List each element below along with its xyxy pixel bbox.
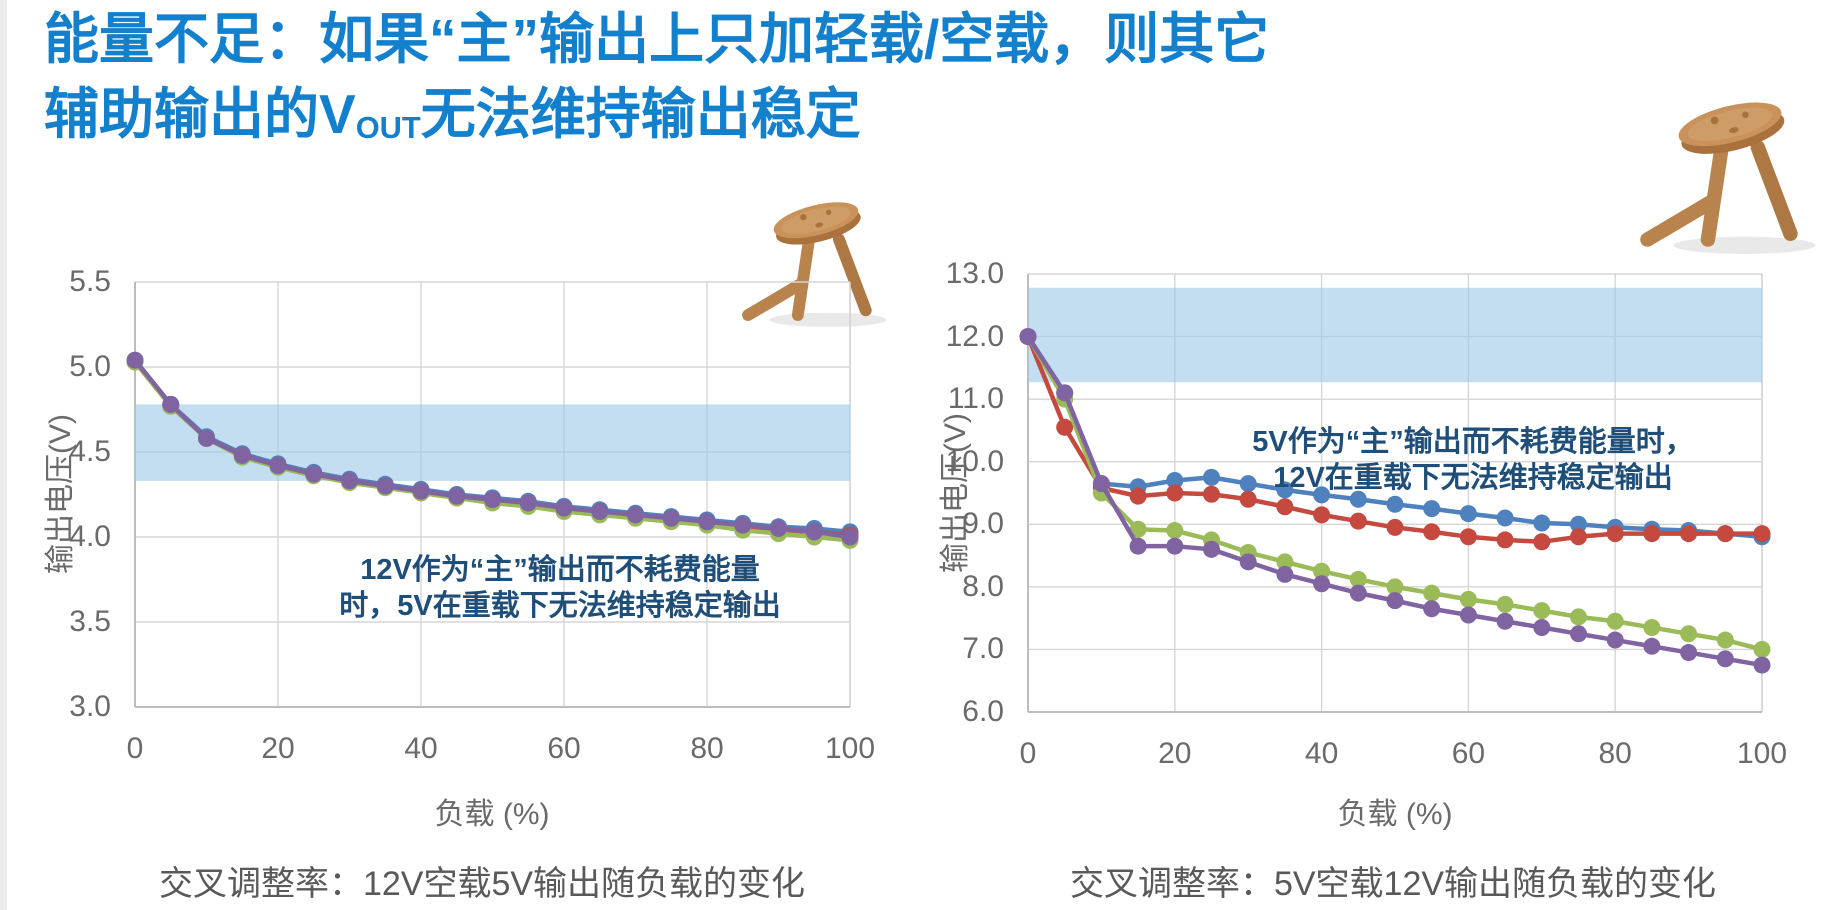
y-tick-label: 7.0 bbox=[962, 632, 1004, 666]
x-axis-title: 负载 (%) bbox=[434, 798, 550, 831]
x-tick-label: 40 bbox=[404, 732, 438, 765]
title-line2-post: 无法维持输出稳定 bbox=[420, 82, 861, 145]
broken-stool-icon bbox=[1634, 80, 1826, 258]
chart-annotation: 12V作为“主”输出而不耗费能量 时，5V在重载下无法维持稳定输出 bbox=[339, 552, 780, 625]
x-tick-label: 20 bbox=[1158, 737, 1192, 770]
x-tick-label: 80 bbox=[690, 732, 724, 765]
y-tick-label: 5.0 bbox=[69, 350, 111, 383]
y-tick-label: 3.0 bbox=[69, 690, 111, 723]
annotation-line1: 12V作为“主”输出而不耗费能量 bbox=[360, 554, 760, 586]
x-tick-label: 0 bbox=[126, 732, 144, 765]
x-axis-title: 负载 (%) bbox=[1337, 798, 1453, 831]
y-tick-label: 13.0 bbox=[945, 257, 1004, 290]
y-tick-label: 8.0 bbox=[962, 569, 1004, 603]
plot-area bbox=[1019, 273, 1771, 713]
y-tick-label: 4.5 bbox=[69, 435, 111, 468]
x-tick-label: 0 bbox=[1019, 737, 1037, 770]
annotation-line1: 5V作为“主”输出而不耗费能量时， bbox=[1252, 426, 1694, 458]
y-axis-title: 输出电压(V) bbox=[44, 414, 77, 574]
annotation-line2: 12V在重载下无法维持稳定输出 bbox=[1273, 462, 1673, 495]
title-line2-pre: 辅助输出的V bbox=[44, 82, 356, 145]
broken-stool-icon bbox=[737, 183, 895, 331]
x-tick-label: 100 bbox=[824, 732, 876, 765]
x-tick-label: 100 bbox=[1736, 737, 1788, 770]
x-tick-label: 20 bbox=[261, 732, 295, 765]
x-tick-label: 60 bbox=[547, 732, 581, 765]
y-tick-label: 11.0 bbox=[947, 382, 1004, 416]
y-tick-label: 9.0 bbox=[962, 507, 1004, 541]
title-line2: 辅助输出的VOUT无法维持输出稳定 bbox=[44, 77, 1804, 152]
annotation-line2: 时，5V在重载下无法维持稳定输出 bbox=[339, 590, 781, 623]
title-line1: 能量不足：如果“主”输出上只加轻载/空载，则其它 bbox=[44, 8, 1270, 70]
y-tick-label: 5.5 bbox=[69, 265, 111, 298]
y-axis-title: 输出电压(V) bbox=[939, 413, 972, 573]
chart-caption: 交叉调整率：12V空载5V输出随负载的变化 bbox=[158, 865, 806, 903]
x-tick-label: 80 bbox=[1598, 737, 1632, 770]
plot-area bbox=[126, 281, 859, 708]
slide-title: 能量不足：如果“主”输出上只加轻载/空载，则其它 辅助输出的VOUT无法维持输出… bbox=[44, 2, 1804, 152]
chart-caption: 交叉调整率：5V空载12V输出随负载的变化 bbox=[1069, 865, 1717, 903]
x-tick-label: 40 bbox=[1304, 737, 1339, 770]
x-tick-label: 60 bbox=[1451, 737, 1486, 770]
chart-annotation: 5V作为“主”输出而不耗费能量时， 12V在重载下无法维持稳定输出 bbox=[1252, 424, 1693, 497]
y-tick-label: 4.0 bbox=[69, 520, 111, 553]
y-tick-label: 3.5 bbox=[69, 605, 111, 638]
left-edge-strip bbox=[0, 0, 7, 910]
title-vout-subscript: OUT bbox=[355, 110, 421, 146]
y-tick-label: 6.0 bbox=[962, 695, 1004, 728]
y-tick-label: 12.0 bbox=[945, 319, 1004, 353]
y-tick-label: 10.0 bbox=[945, 444, 1004, 478]
